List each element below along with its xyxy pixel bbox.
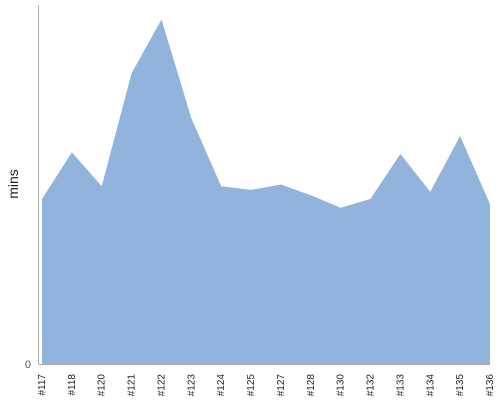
plot-area [42,19,490,365]
x-axis-ticks: #117 #118 #120 #121 #122 #123 #124 #125 #127 #128… [37,374,496,397]
x-tick-label: #128 [306,374,317,397]
x-tick-label: #136 [485,374,496,397]
y-axis-ticks: 0 [25,359,31,371]
x-tick-label: #117 [37,374,48,396]
x-tick-label: #132 [366,374,377,397]
x-tick-label: #118 [67,374,78,396]
x-tick-label: #125 [246,374,257,397]
y-tick-label: 0 [25,359,31,371]
x-tick-label: #120 [97,374,108,397]
x-tick-label: #127 [276,374,287,397]
x-tick-label: #121 [127,374,138,397]
x-tick-label: #130 [336,374,347,397]
x-tick-label: #123 [186,374,197,397]
x-tick-label: #133 [395,374,406,397]
area-series [42,19,490,365]
y-axis-title: mins [5,169,21,199]
x-tick-label: #122 [156,374,167,397]
x-tick-label: #124 [216,374,227,397]
x-tick-label: #134 [425,374,436,397]
x-tick-label: #135 [455,374,466,397]
